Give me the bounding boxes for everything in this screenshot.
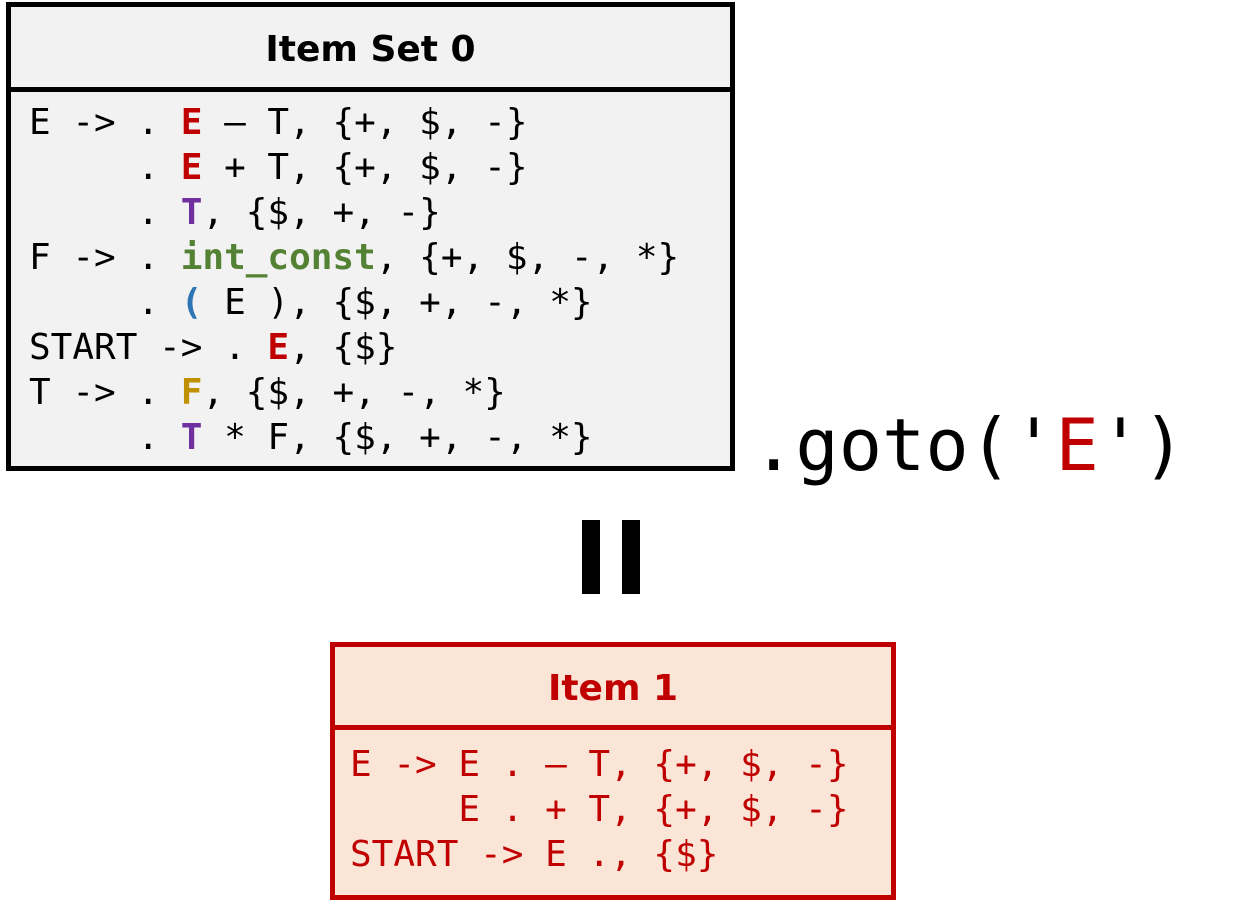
item-1-body: E -> E . – T, {+, $, -} E . + T, {+, $, … xyxy=(335,730,891,877)
next-symbol: E xyxy=(267,327,290,368)
item-set-0-title: Item Set 0 xyxy=(11,7,730,92)
equals-bar xyxy=(582,520,600,594)
item-1-title: Item 1 xyxy=(335,647,891,730)
item-text: + T, {+, $, -} xyxy=(202,147,528,188)
next-symbol: T xyxy=(180,192,203,233)
item-text: . xyxy=(29,417,181,458)
item-line: F -> . int_const, {+, $, -, *} xyxy=(29,235,730,280)
item-line: START -> E ., {$} xyxy=(350,834,719,875)
equals-bar xyxy=(622,520,640,594)
item-text: . xyxy=(29,147,181,188)
item-line: E -> . E – T, {+, $, -} xyxy=(29,100,730,145)
item-line: . T, {$, +, -} xyxy=(29,190,730,235)
item-line: E -> E . – T, {+, $, -} xyxy=(350,744,849,785)
item-text: F -> . xyxy=(29,237,181,278)
item-line: T -> . F, {$, +, -, *} xyxy=(29,370,730,415)
next-symbol: ( xyxy=(180,282,203,323)
item-set-0-body: E -> . E – T, {+, $, -} . E + T, {+, $, … xyxy=(11,92,730,460)
equals-sign xyxy=(582,520,640,594)
next-symbol: E xyxy=(180,102,203,143)
item-line: . T * F, {$, +, -, *} xyxy=(29,415,730,460)
item-text: E ), {$, +, -, *} xyxy=(202,282,593,323)
item-text: T -> . xyxy=(29,372,181,413)
next-symbol: E xyxy=(180,147,203,188)
item-text: * F, {$, +, -, *} xyxy=(202,417,593,458)
item-1-box: Item 1 E -> E . – T, {+, $, -} E . + T, … xyxy=(330,642,896,900)
item-set-0-box: Item Set 0 E -> . E – T, {+, $, -} . E +… xyxy=(6,2,735,471)
next-symbol: F xyxy=(180,372,203,413)
item-text: , {$} xyxy=(289,327,398,368)
item-text: , {+, $, -, *} xyxy=(375,237,680,278)
goto-prefix: .goto(' xyxy=(752,403,1056,487)
item-text: . xyxy=(29,192,181,233)
goto-expression: .goto('E') xyxy=(752,400,1186,490)
item-line: . ( E ), {$, +, -, *} xyxy=(29,280,730,325)
item-line: . E + T, {+, $, -} xyxy=(29,145,730,190)
goto-symbol: E xyxy=(1055,403,1099,487)
item-text: , {$, +, -, *} xyxy=(202,372,506,413)
item-text: – T, {+, $, -} xyxy=(202,102,528,143)
next-symbol: T xyxy=(180,417,203,458)
item-text: START -> . xyxy=(29,327,268,368)
item-line: E . + T, {+, $, -} xyxy=(350,789,849,830)
item-text: E -> . xyxy=(29,102,181,143)
next-symbol: int_const xyxy=(180,237,376,278)
item-line: START -> . E, {$} xyxy=(29,325,730,370)
item-text: , {$, +, -} xyxy=(202,192,441,233)
item-text: . xyxy=(29,282,181,323)
goto-suffix: ') xyxy=(1098,403,1186,487)
